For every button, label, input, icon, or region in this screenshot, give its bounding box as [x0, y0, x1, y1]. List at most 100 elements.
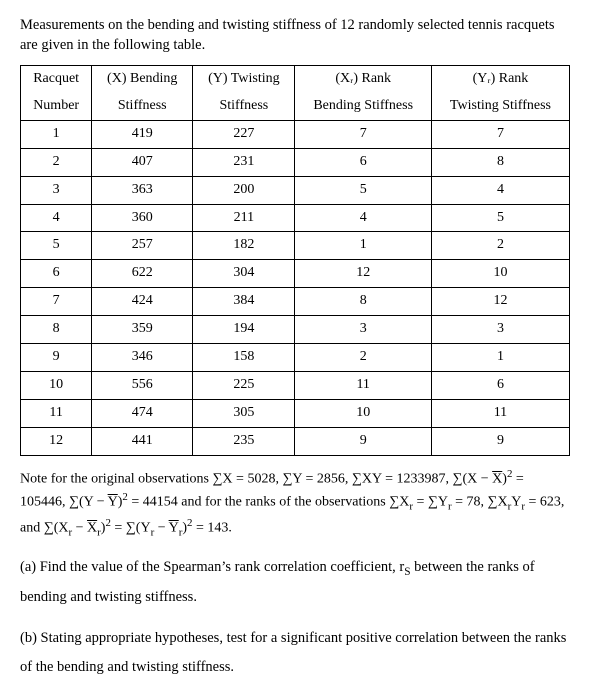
table-cell: 11 — [431, 399, 569, 427]
table-cell: 556 — [92, 371, 193, 399]
table-row: 114743051011 — [21, 399, 570, 427]
col-header: Number — [21, 93, 92, 120]
table-cell: 4 — [431, 176, 569, 204]
col-header: Stiffness — [193, 93, 295, 120]
table-cell: 3 — [431, 316, 569, 344]
table-cell: 12 — [21, 427, 92, 455]
note-text: = ∑(Y — [111, 521, 151, 536]
table-cell: 4 — [295, 204, 431, 232]
table-cell: 1 — [21, 120, 92, 148]
table-cell: 10 — [295, 399, 431, 427]
table-row: 336320054 — [21, 176, 570, 204]
table-cell: 7 — [21, 288, 92, 316]
table-cell: 6 — [295, 148, 431, 176]
table-cell: 2 — [431, 232, 569, 260]
table-cell: 9 — [21, 344, 92, 372]
note-text: = ∑Y — [413, 495, 448, 510]
col-header: Twisting Stiffness — [431, 93, 569, 120]
table-cell: 5 — [21, 232, 92, 260]
col-header: Bending Stiffness — [295, 93, 431, 120]
note-text: Y — [511, 495, 521, 510]
summary-note: Note for the original observations ∑X = … — [20, 466, 570, 541]
table-cell: 10 — [431, 260, 569, 288]
col-header: (Xᵣ) Rank — [295, 66, 431, 93]
table-row: 436021145 — [21, 204, 570, 232]
table-cell: 5 — [431, 204, 569, 232]
table-row: 7424384812 — [21, 288, 570, 316]
table-cell: 3 — [21, 176, 92, 204]
x-bar: X — [492, 471, 502, 486]
table-cell: 304 — [193, 260, 295, 288]
table-row: 240723168 — [21, 148, 570, 176]
table-cell: 419 — [92, 120, 193, 148]
yr-bar: Y — [169, 521, 179, 536]
table-cell: 424 — [92, 288, 193, 316]
table-cell: 12 — [295, 260, 431, 288]
table-cell: 11 — [21, 399, 92, 427]
question-a: (a) Find the value of the Spearman’s ran… — [20, 553, 570, 613]
table-cell: 359 — [92, 316, 193, 344]
table-cell: 9 — [431, 427, 569, 455]
table-cell: 407 — [92, 148, 193, 176]
table-cell: 227 — [193, 120, 295, 148]
note-text: = 44154 and for the ranks of the observa… — [128, 495, 409, 510]
table-cell: 2 — [21, 148, 92, 176]
table-cell: 305 — [193, 399, 295, 427]
table-cell: 346 — [92, 344, 193, 372]
table-cell: 2 — [295, 344, 431, 372]
table-cell: 7 — [295, 120, 431, 148]
note-text: − — [154, 521, 168, 536]
table-cell: 441 — [92, 427, 193, 455]
table-cell: 6 — [431, 371, 569, 399]
table-cell: 6 — [21, 260, 92, 288]
table-row: 1244123599 — [21, 427, 570, 455]
table-cell: 231 — [193, 148, 295, 176]
table-cell: 384 — [193, 288, 295, 316]
note-text: − — [72, 521, 87, 536]
note-text: = 78, ∑X — [452, 495, 508, 510]
table-cell: 12 — [431, 288, 569, 316]
col-header: (X) Bending — [92, 66, 193, 93]
table-cell: 225 — [193, 371, 295, 399]
table-cell: 257 — [92, 232, 193, 260]
table-row: 525718212 — [21, 232, 570, 260]
table-cell: 8 — [295, 288, 431, 316]
table-cell: 211 — [193, 204, 295, 232]
table-cell: 474 — [92, 399, 193, 427]
table-cell: 182 — [193, 232, 295, 260]
qa-text: (a) Find the value of the Spearman’s ran… — [20, 559, 404, 575]
stiffness-table: Racquet(X) Bending(Y) Twisting(Xᵣ) Rank(… — [20, 65, 570, 455]
intro-text: Measurements on the bending and twisting… — [20, 16, 570, 55]
table-cell: 200 — [193, 176, 295, 204]
xr-bar: X — [87, 521, 97, 536]
table-cell: 194 — [193, 316, 295, 344]
table-row: 934615821 — [21, 344, 570, 372]
table-cell: 11 — [295, 371, 431, 399]
table-cell: 10 — [21, 371, 92, 399]
table-cell: 1 — [295, 232, 431, 260]
table-row: 10556225116 — [21, 371, 570, 399]
table-cell: 8 — [431, 148, 569, 176]
table-row: 66223041210 — [21, 260, 570, 288]
table-cell: 8 — [21, 316, 92, 344]
table-row: 141922777 — [21, 120, 570, 148]
table-row: 835919433 — [21, 316, 570, 344]
table-cell: 3 — [295, 316, 431, 344]
col-header: Racquet — [21, 66, 92, 93]
table-cell: 9 — [295, 427, 431, 455]
col-header: Stiffness — [92, 93, 193, 120]
y-bar: Y — [108, 495, 118, 510]
note-text: Note for the original observations ∑X = … — [20, 471, 492, 486]
table-cell: 235 — [193, 427, 295, 455]
table-cell: 363 — [92, 176, 193, 204]
col-header: (Yᵣ) Rank — [431, 66, 569, 93]
table-cell: 360 — [92, 204, 193, 232]
table-cell: 5 — [295, 176, 431, 204]
table-cell: 622 — [92, 260, 193, 288]
table-cell: 1 — [431, 344, 569, 372]
question-b: (b) Stating appropriate hypotheses, test… — [20, 624, 570, 682]
col-header: (Y) Twisting — [193, 66, 295, 93]
note-text: = 143. — [192, 521, 231, 536]
table-cell: 7 — [431, 120, 569, 148]
table-cell: 4 — [21, 204, 92, 232]
